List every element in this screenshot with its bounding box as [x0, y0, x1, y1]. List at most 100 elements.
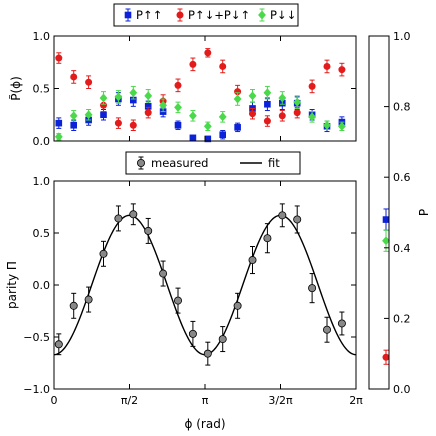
- right-panel-frame: [368, 35, 390, 390]
- top-point-0-12: [234, 124, 241, 131]
- top-point-1-16: [293, 109, 301, 117]
- right-ytick-label-3: 0.6: [393, 171, 411, 184]
- bottom-panel-data: [53, 203, 357, 366]
- bottom-panel-axes: −1.0 −0.5 0.0 0.5 1.0 0 π/2 π 3/2π 2π: [23, 175, 363, 407]
- bottom-y-axis-label: parity Π: [5, 261, 19, 309]
- top-point-2-2: [84, 110, 93, 120]
- top-point-2-11: [218, 112, 227, 122]
- measured-point-0: [54, 340, 63, 349]
- top-point-2-4: [114, 92, 123, 102]
- measured-point-1: [69, 301, 78, 310]
- top-point-2-16: [293, 97, 302, 107]
- top-legend-box: [113, 3, 299, 27]
- measured-point-7: [159, 269, 168, 278]
- bottom-xtick-label-0: 0: [51, 394, 58, 407]
- top-point-1-9: [189, 60, 197, 68]
- top-point-0-0: [55, 119, 63, 127]
- top-point-1-1: [70, 73, 78, 81]
- bottom-xtick-label-3: 3/2π: [268, 394, 293, 407]
- right-point-2: [382, 353, 390, 361]
- measured-point-5: [129, 210, 138, 219]
- top-legend: P↑↑ P↑↓+P↓↑ P↓↓: [113, 3, 299, 27]
- measured-point-13: [248, 256, 257, 265]
- top-point-1-0: [55, 54, 63, 62]
- top-legend-marker-1: [176, 11, 184, 19]
- top-point-1-17: [308, 82, 316, 90]
- measured-point-6: [144, 226, 153, 235]
- right-panel-axes: 0.0 0.2 0.4 0.6 0.8 1.0: [384, 30, 411, 396]
- right-point-0: [382, 216, 390, 223]
- measured-point-9: [188, 329, 197, 338]
- top-legend-label-0: P↑↑: [136, 8, 162, 22]
- top-point-2-17: [308, 112, 317, 122]
- top-point-0-1: [70, 121, 78, 129]
- top-point-1-11: [219, 62, 227, 70]
- measured-point-10: [203, 349, 212, 358]
- measured-point-16: [293, 215, 302, 224]
- top-point-1-13: [249, 110, 257, 118]
- top-ytick-label-1: 0.5: [33, 83, 51, 96]
- top-point-1-19: [338, 66, 346, 74]
- right-ytick-label-0: 0.0: [393, 383, 411, 396]
- top-legend-marker-0: [124, 11, 132, 19]
- top-point-2-18: [323, 120, 331, 130]
- top-point-1-4: [114, 119, 122, 127]
- top-legend-marker-2: [258, 10, 266, 20]
- bottom-legend-label-1: fit: [268, 156, 280, 170]
- measured-point-18: [323, 325, 332, 334]
- bottom-ytick-label-0: −1.0: [23, 383, 50, 396]
- right-panel: 0.0 0.2 0.4 0.6 0.8 1.0 P: [368, 30, 431, 396]
- top-legend-label-1: P↑↓+P↓↑: [188, 8, 250, 22]
- right-ytick-label-1: 0.2: [393, 312, 411, 325]
- measured-point-11: [218, 335, 227, 344]
- top-point-0-14: [264, 100, 271, 108]
- top-point-2-3: [99, 93, 108, 103]
- right-panel-data: [382, 208, 390, 365]
- measured-point-12: [233, 301, 242, 310]
- right-ytick-label-4: 0.8: [393, 101, 411, 114]
- bottom-legend: measured fit: [125, 151, 301, 175]
- top-point-1-2: [85, 78, 93, 86]
- top-point-2-14: [263, 88, 272, 98]
- top-point-1-18: [323, 62, 331, 70]
- top-point-2-9: [189, 111, 197, 121]
- top-ytick-label-2: 1.0: [33, 30, 51, 43]
- top-point-0-3: [100, 111, 107, 119]
- top-point-2-8: [174, 102, 182, 112]
- top-point-1-6: [144, 109, 152, 117]
- right-y-axis-label: P: [417, 209, 431, 216]
- measured-point-14: [263, 234, 272, 243]
- bottom-x-axis-label: ϕ (rad): [185, 417, 226, 431]
- bottom-xtick-label-2: π: [202, 394, 209, 407]
- top-point-2-6: [144, 91, 153, 101]
- top-point-0-11: [219, 131, 227, 138]
- top-ytick-label-0: 0.0: [33, 135, 51, 148]
- bottom-legend-marker-0: [136, 158, 145, 167]
- right-ytick-label-5: 1.0: [393, 30, 411, 43]
- top-point-2-15: [278, 93, 287, 103]
- top-point-2-10: [203, 121, 212, 131]
- top-point-0-8: [174, 121, 182, 129]
- bottom-ytick-label-4: 1.0: [33, 175, 51, 188]
- top-panel-data: [54, 48, 346, 143]
- top-point-2-12: [233, 94, 242, 104]
- measured-point-15: [278, 211, 287, 220]
- measured-point-3: [99, 249, 108, 258]
- right-ytick-label-2: 0.4: [393, 242, 411, 255]
- top-point-0-9: [189, 134, 197, 142]
- top-point-1-8: [174, 81, 182, 89]
- bottom-ytick-label-3: 0.5: [33, 227, 51, 240]
- measured-point-17: [308, 284, 317, 293]
- top-panel-axes: 0.0 0.5 1.0: [33, 30, 357, 148]
- measured-point-8: [174, 296, 183, 305]
- top-point-2-13: [248, 91, 257, 101]
- top-point-2-5: [129, 88, 138, 98]
- right-point-1: [382, 236, 390, 246]
- measured-point-19: [337, 319, 346, 328]
- bottom-legend-label-0: measured: [151, 156, 208, 170]
- measured-point-4: [114, 214, 123, 223]
- bottom-xtick-label-1: π/2: [121, 394, 138, 407]
- top-point-1-15: [278, 112, 286, 120]
- top-point-2-7: [159, 100, 168, 110]
